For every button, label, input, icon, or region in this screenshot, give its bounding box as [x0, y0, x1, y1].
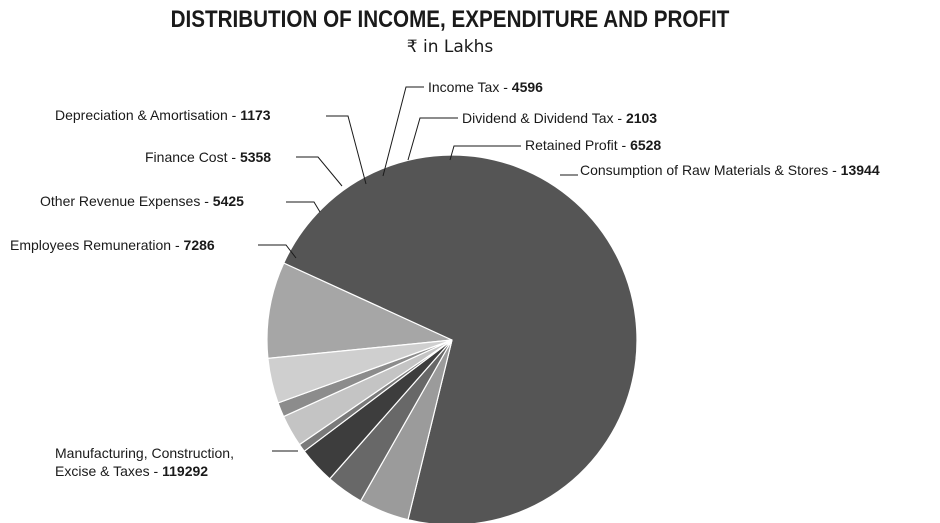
- slice-label: Manufacturing, Construction,: [55, 445, 234, 461]
- slice-label: Employees Remuneration - 7286: [10, 237, 215, 253]
- slice-value: 7286: [184, 237, 215, 253]
- slice-label: Dividend & Dividend Tax - 2103: [462, 110, 657, 126]
- slice-label: Consumption of Raw Materials & Stores - …: [580, 162, 880, 178]
- slice-label: Retained Profit - 6528: [525, 137, 661, 153]
- slice-value: 119292: [162, 463, 208, 479]
- slice-value: 5358: [240, 149, 271, 165]
- leader-line: [296, 156, 343, 187]
- leader-line: [286, 201, 321, 213]
- leader-line: [258, 244, 297, 259]
- pie-slices: [266, 154, 638, 523]
- pie-slice-consumption-of-raw-materials-stores: [266, 262, 455, 360]
- slice-label: Finance Cost - 5358: [145, 149, 271, 165]
- slice-labels: Consumption of Raw Materials & Stores - …: [10, 79, 880, 479]
- chart-title: DISTRIBUTION OF INCOME, EXPENDITURE AND …: [170, 6, 730, 33]
- leader-line: [449, 145, 521, 161]
- pie-slice-manufacturing-construction-excise-taxes: [282, 154, 638, 523]
- leader-line: [326, 115, 367, 185]
- slice-value: 6528: [630, 137, 661, 153]
- leader-lines: [258, 86, 578, 452]
- slice-label: Excise & Taxes - 119292: [55, 463, 208, 479]
- slice-label: Income Tax - 4596: [428, 79, 543, 95]
- slice-label: Depreciation & Amortisation - 1173: [55, 107, 271, 123]
- pie-slice-retained-profit: [267, 339, 453, 404]
- slice-value: 4596: [512, 79, 543, 95]
- slice-value: 5425: [213, 193, 244, 209]
- leader-line: [382, 86, 424, 177]
- slice-value: 13944: [841, 162, 880, 178]
- slice-value: 1173: [240, 107, 271, 123]
- slice-value: 2103: [626, 110, 657, 126]
- slice-label: Other Revenue Expenses - 5425: [40, 193, 244, 209]
- leader-line: [407, 117, 458, 161]
- chart-subtitle: ₹ in Lakhs: [406, 37, 494, 57]
